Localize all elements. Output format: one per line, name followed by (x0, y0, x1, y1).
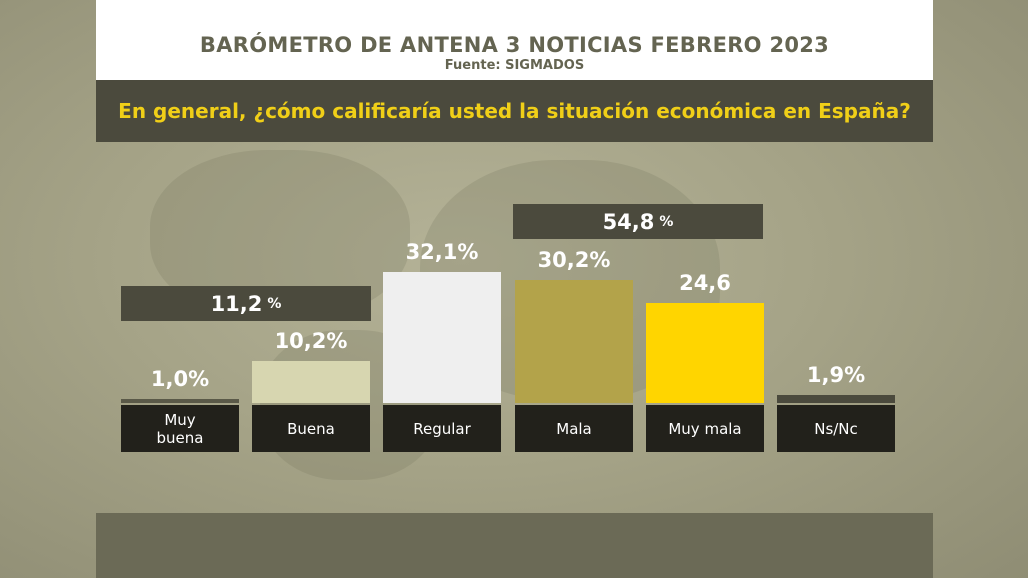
bar-value-label: 1,9% (806, 363, 866, 387)
bar-value-label: 32,1% (405, 240, 479, 264)
bar-4 (515, 280, 633, 403)
group-total-bad-unit: % (659, 213, 674, 230)
group-total-good-value: 11,2 (210, 291, 263, 316)
bar-2 (252, 361, 370, 403)
bar-5 (646, 303, 764, 403)
group-total-bad-value: 54,8 (602, 209, 655, 234)
bar-1 (121, 399, 239, 403)
source-label: Fuente: SIGMADOS (444, 58, 585, 73)
bar-3 (383, 272, 501, 403)
category-label: Mala (515, 405, 633, 452)
bar-6 (777, 395, 895, 403)
bar-value-label: 30,2% (537, 248, 611, 272)
group-total-good: 11,2 % (121, 286, 371, 321)
category-label: Ns/Nc (777, 405, 895, 452)
header-panel: BARÓMETRO DE ANTENA 3 NOTICIAS FEBRERO 2… (96, 0, 933, 80)
category-label: Muy buena (121, 405, 239, 452)
category-label: Muy mala (646, 405, 764, 452)
bar-value-label: 24,6 (679, 271, 731, 295)
category-label: Buena (252, 405, 370, 452)
group-total-bad: 54,8 % (513, 204, 763, 239)
category-label: Regular (383, 405, 501, 452)
chart-title: BARÓMETRO DE ANTENA 3 NOTICIAS FEBRERO 2… (199, 33, 830, 57)
footer-bar (96, 513, 933, 578)
question-banner: En general, ¿cómo calificaría usted la s… (96, 80, 933, 142)
bar-value-label: 10,2% (274, 329, 348, 353)
group-total-good-unit: % (267, 295, 282, 312)
question-text: En general, ¿cómo calificaría usted la s… (118, 99, 911, 123)
bar-value-label: 1,0% (150, 367, 210, 391)
